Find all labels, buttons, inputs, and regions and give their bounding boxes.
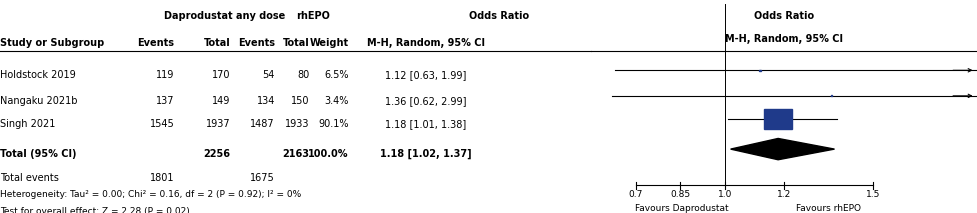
Text: M-H, Random, 95% CI: M-H, Random, 95% CI — [366, 38, 485, 48]
Text: 1.5: 1.5 — [866, 190, 880, 199]
Text: Total: Total — [282, 38, 309, 48]
Text: Daprodustat any dose: Daprodustat any dose — [164, 11, 285, 21]
Text: Weight: Weight — [310, 38, 349, 48]
Text: 1487: 1487 — [250, 119, 275, 129]
Text: 0.85: 0.85 — [670, 190, 690, 199]
Bar — [764, 109, 792, 129]
Text: 90.1%: 90.1% — [319, 119, 349, 129]
Text: 1545: 1545 — [149, 119, 174, 129]
Text: 170: 170 — [212, 70, 231, 80]
Text: Total (95% CI): Total (95% CI) — [0, 149, 76, 159]
Text: 0.7: 0.7 — [628, 190, 643, 199]
Text: 80: 80 — [297, 70, 309, 80]
Text: 137: 137 — [156, 96, 174, 106]
Text: 1801: 1801 — [149, 173, 174, 183]
Text: Heterogeneity: Tau² = 0.00; Chi² = 0.16, df = 2 (P = 0.92); I² = 0%: Heterogeneity: Tau² = 0.00; Chi² = 0.16,… — [0, 190, 301, 199]
Text: 150: 150 — [290, 96, 309, 106]
Text: Favours Daprodustat: Favours Daprodustat — [635, 204, 729, 213]
Text: Total events: Total events — [0, 173, 59, 183]
Text: 134: 134 — [257, 96, 275, 106]
Text: rhEPO: rhEPO — [296, 11, 330, 21]
Text: Nangaku 2021b: Nangaku 2021b — [0, 96, 77, 106]
Text: Events: Events — [237, 38, 275, 48]
Text: Events: Events — [138, 38, 174, 48]
Text: 1.2: 1.2 — [777, 190, 791, 199]
Text: 1.12 [0.63, 1.99]: 1.12 [0.63, 1.99] — [385, 70, 466, 80]
Text: Singh 2021: Singh 2021 — [0, 119, 56, 129]
Text: Favours rhEPO: Favours rhEPO — [796, 204, 861, 213]
Text: 1675: 1675 — [250, 173, 275, 183]
Text: 2256: 2256 — [203, 149, 231, 159]
Bar — [759, 70, 761, 71]
Text: 1.18 [1.01, 1.38]: 1.18 [1.01, 1.38] — [385, 119, 466, 129]
Text: 119: 119 — [156, 70, 174, 80]
Text: 54: 54 — [263, 70, 275, 80]
Text: Test for overall effect: Z = 2.28 (P = 0.02): Test for overall effect: Z = 2.28 (P = 0… — [0, 207, 190, 213]
Text: 2163: 2163 — [282, 149, 309, 159]
Polygon shape — [731, 138, 834, 160]
Text: Study or Subgroup: Study or Subgroup — [0, 38, 105, 48]
Text: 6.5%: 6.5% — [324, 70, 349, 80]
Text: 3.4%: 3.4% — [324, 96, 349, 106]
Text: 1.36 [0.62, 2.99]: 1.36 [0.62, 2.99] — [385, 96, 466, 106]
Text: 1.0: 1.0 — [717, 190, 732, 199]
Text: Total: Total — [204, 38, 231, 48]
Text: 1.18 [1.02, 1.37]: 1.18 [1.02, 1.37] — [380, 149, 471, 159]
Text: Holdstock 2019: Holdstock 2019 — [0, 70, 76, 80]
Text: Odds Ratio: Odds Ratio — [754, 11, 814, 21]
Text: Odds Ratio: Odds Ratio — [469, 11, 530, 21]
Text: 1933: 1933 — [284, 119, 309, 129]
Text: 149: 149 — [212, 96, 231, 106]
Text: 1937: 1937 — [206, 119, 231, 129]
Bar — [831, 95, 832, 96]
Text: 100.0%: 100.0% — [308, 149, 349, 159]
Text: M-H, Random, 95% CI: M-H, Random, 95% CI — [725, 34, 843, 44]
